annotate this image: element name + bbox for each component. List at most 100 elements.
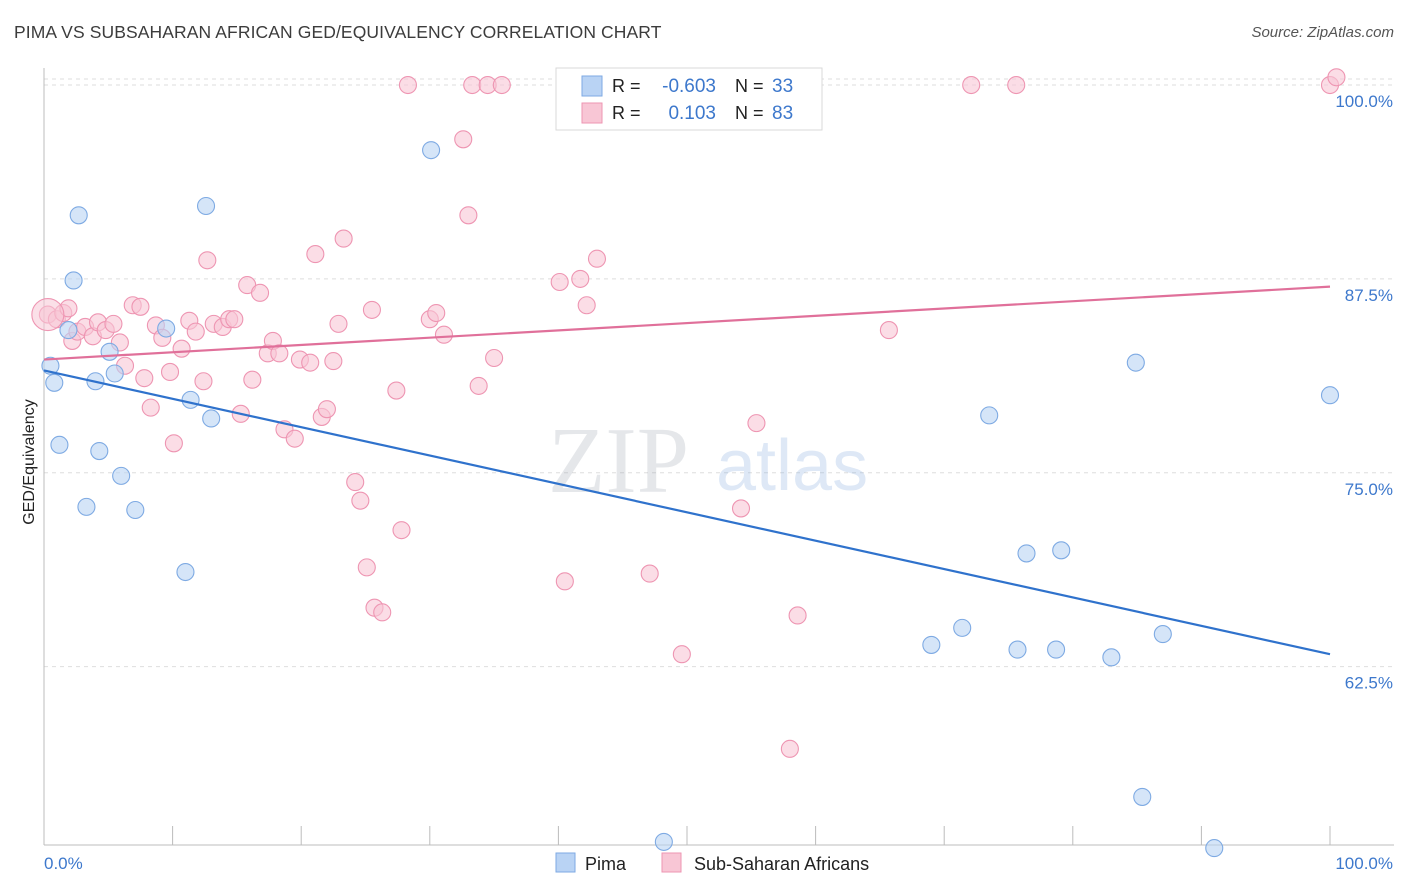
ssa-point-75 [747,414,766,433]
pima-point-11 [112,466,131,485]
y-axis-title: GED/Equivalency [21,399,38,524]
pima-point-32 [1320,386,1340,405]
pima-point-26 [1052,541,1071,560]
ssa-point-32 [243,370,262,389]
legend-ssa-swatch [581,102,603,124]
ssa-point-69 [577,296,596,315]
y-tick-label-1: 75.0% [1345,480,1393,499]
ssa-point-49 [357,558,376,577]
pima-point-31 [1205,839,1224,858]
y-tick-label-0: 62.5% [1345,674,1393,693]
pima-point-21 [953,618,972,637]
ssa-point-53 [387,381,406,400]
ssa-point-48 [351,491,370,510]
y-tick-labels: 62.5% 75.0% 87.5% 100.0% [1335,92,1393,693]
legend-pima-swatch [581,75,603,97]
ssa-point-70 [587,249,607,268]
ssa-trend-line [43,285,1331,361]
ssa-point-79 [962,75,981,95]
pima-point-13 [157,319,176,338]
ssa-point-77 [788,606,807,625]
pima-point-25 [1047,640,1066,659]
pima-point-18 [422,141,441,160]
legend-pima-n: 33 [772,76,793,97]
legend-bottom-pima-swatch [555,852,576,873]
ssa-point-29 [225,310,244,329]
ssa-point-58 [434,325,453,344]
stats-legend: R = -0.603 N = 33 R = 0.103 N = 83 [555,67,823,131]
ssa-point-82 [1327,68,1346,87]
pima-point-28 [1126,353,1145,372]
ssa-point-61 [463,75,482,95]
pima-point-9 [100,342,119,361]
watermark-atlas: atlas [716,426,868,506]
pima-point-22 [980,406,999,425]
ssa-point-46 [334,229,353,248]
watermark: ZIP atlas [548,409,868,513]
ssa-point-62 [469,376,488,395]
ssa-point-38 [285,429,304,448]
ssa-point-76 [780,739,799,758]
pima-point-24 [1017,544,1036,563]
ssa-point-45 [329,314,348,333]
legend-bottom-ssa-label: Sub-Saharan Africans [694,854,869,874]
x-tick-label-max: 100.0% [1335,854,1393,873]
trend-lines [43,285,1331,656]
ssa-point-57 [427,303,446,323]
y-tick-label-3: 100.0% [1335,92,1393,111]
pima-point-8 [90,442,109,461]
watermark-zip: ZIP [548,409,689,513]
ssa-point-78 [879,321,898,340]
chart-title: PIMA VS SUBSAHARAN AFRICAN GED/EQUIVALEN… [14,22,662,42]
ssa-point-14 [131,297,150,316]
ssa-point-73 [672,645,691,664]
ssa-point-67 [555,572,574,591]
bottom-legend: Pima Sub-Saharan Africans [555,852,869,874]
series-subsaharan-points [31,68,1346,758]
pima-point-23 [1008,640,1027,659]
axes [43,68,1394,846]
ssa-point-65 [492,75,511,95]
ssa-point-54 [392,521,411,540]
legend-r-label: R = [612,76,641,96]
pima-point-20 [922,635,941,654]
source-credit: Source: ZipAtlas.com [1251,24,1394,41]
legend-n-label: N = [735,76,764,96]
pima-point-27 [1102,648,1121,667]
legend-pima-r: -0.603 [662,76,716,97]
pima-point-2 [50,435,69,454]
pima-point-15 [181,390,200,409]
legend-bottom-ssa-swatch [661,852,682,873]
pima-point-4 [64,271,83,290]
pima-point-12 [126,500,145,520]
pima-point-1 [45,373,64,392]
pima-point-3 [59,321,78,340]
pima-point-17 [202,409,221,428]
ssa-point-80 [1007,75,1026,95]
ssa-point-41 [306,245,325,264]
pima-point-19 [654,832,673,851]
pima-point-29 [1133,787,1152,806]
ssa-point-71 [640,564,659,583]
pima-trend-line [43,369,1331,656]
ssa-point-36 [270,344,289,363]
pima-point-5 [69,206,88,225]
ssa-point-23 [186,322,205,341]
ssa-point-44 [324,352,343,371]
ssa-point-21 [172,339,191,358]
pima-point-30 [1153,625,1172,644]
legend-r-label: R = [612,103,641,123]
ssa-point-74 [731,499,751,518]
ssa-cluster-point [31,298,65,332]
ssa-point-66 [550,272,569,292]
ssa-point-24 [194,372,213,391]
pima-point-14 [176,562,195,582]
legend-ssa-n: 83 [772,103,793,124]
ssa-point-68 [571,269,590,288]
ssa-point-40 [301,353,320,372]
y-tick-label-2: 87.5% [1345,286,1393,305]
ssa-point-64 [485,348,504,368]
series-pima-points [41,141,1340,858]
ssa-point-60 [459,206,478,225]
legend-n-label: N = [735,103,764,123]
